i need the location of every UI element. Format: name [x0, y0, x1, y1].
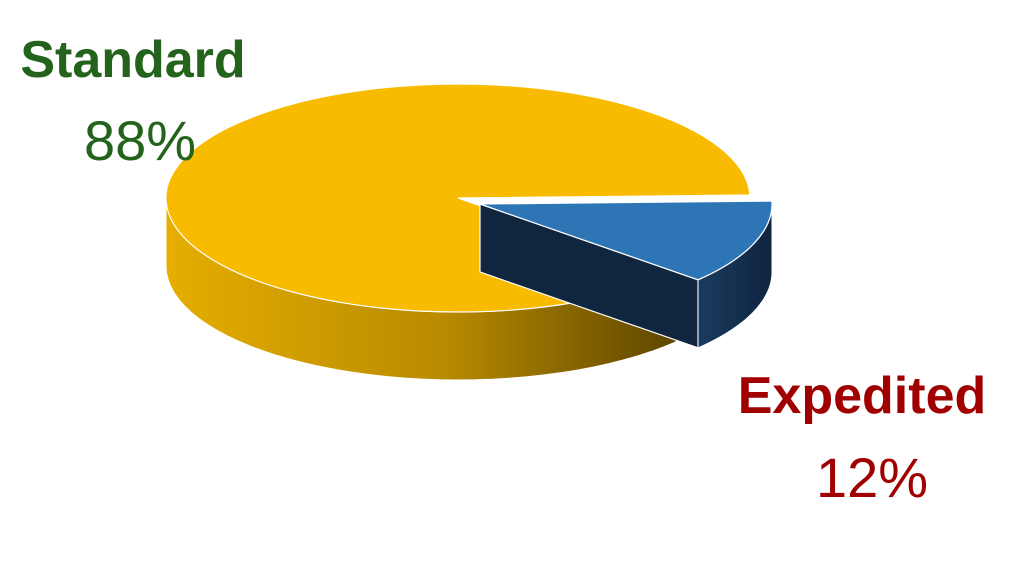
slice-value-standard: 88% — [84, 109, 196, 172]
slice-label-standard: Standard — [20, 31, 245, 89]
slice-label-expedited: Expedited — [738, 367, 987, 425]
slice-value-expedited: 12% — [816, 446, 928, 509]
pie-slice-expedited — [479, 200, 773, 349]
